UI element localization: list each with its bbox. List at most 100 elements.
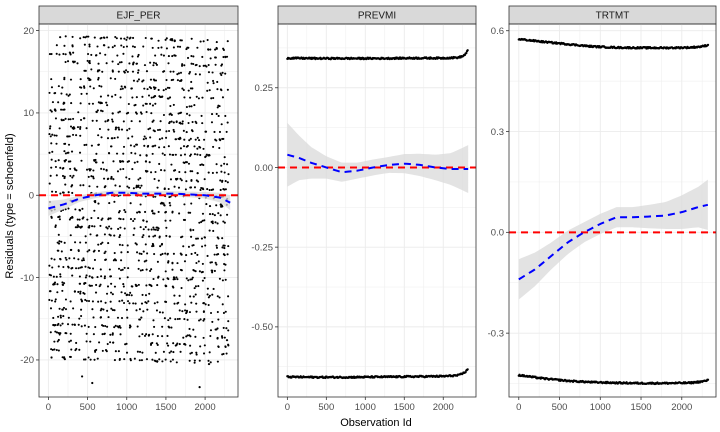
residual-point bbox=[166, 342, 169, 345]
residual-point bbox=[129, 144, 132, 147]
residual-point bbox=[97, 202, 100, 205]
residual-point bbox=[153, 79, 156, 82]
residual-point bbox=[71, 60, 75, 63]
residual-point bbox=[69, 234, 72, 237]
residual-point bbox=[193, 287, 196, 290]
residual-point bbox=[118, 236, 121, 239]
residual-point bbox=[50, 142, 53, 145]
residual-point bbox=[224, 345, 227, 349]
residual-point bbox=[123, 85, 126, 88]
residual-point bbox=[209, 311, 213, 315]
residual-point bbox=[61, 322, 64, 325]
residual-point bbox=[179, 154, 183, 157]
residual-point bbox=[99, 101, 102, 104]
residual-point bbox=[189, 228, 192, 231]
residual-point bbox=[75, 169, 78, 172]
residual-point bbox=[172, 351, 175, 354]
residual-point bbox=[101, 333, 104, 336]
residual-point bbox=[88, 185, 91, 188]
residual-point bbox=[190, 80, 193, 84]
residual-point bbox=[64, 152, 67, 155]
residual-point bbox=[152, 226, 155, 229]
residual-point bbox=[54, 224, 57, 227]
residual-point bbox=[119, 88, 122, 91]
residual-point bbox=[74, 208, 77, 211]
y-tick-label: -10 bbox=[20, 273, 34, 284]
residual-point bbox=[77, 249, 80, 252]
residual-point bbox=[79, 127, 82, 130]
residual-point bbox=[104, 258, 107, 261]
residual-point bbox=[57, 85, 60, 88]
residual-point bbox=[55, 348, 58, 352]
residual-point bbox=[104, 250, 107, 253]
y-tick-label: -20 bbox=[20, 355, 34, 366]
residual-point bbox=[153, 130, 156, 133]
residual-point bbox=[168, 153, 172, 156]
residual-point bbox=[92, 87, 95, 90]
residual-point bbox=[98, 127, 101, 131]
residual-point bbox=[171, 358, 175, 361]
residual-point bbox=[97, 300, 100, 303]
residual-point bbox=[211, 269, 214, 272]
residual-point bbox=[183, 218, 187, 222]
residual-point bbox=[85, 340, 88, 343]
residual-point bbox=[195, 351, 198, 354]
x-tick-label: 1500 bbox=[155, 402, 176, 413]
residual-point bbox=[61, 86, 64, 89]
residual-point bbox=[148, 333, 151, 336]
residual-point bbox=[168, 326, 171, 329]
residual-point bbox=[104, 301, 107, 304]
residual-point bbox=[63, 76, 66, 79]
residual-point bbox=[154, 195, 157, 198]
residual-point bbox=[87, 300, 91, 303]
residual-point bbox=[79, 126, 82, 129]
residual-point bbox=[119, 37, 123, 40]
residual-point bbox=[144, 294, 148, 297]
residual-point bbox=[152, 64, 155, 67]
residual-point bbox=[74, 241, 77, 244]
residual-point bbox=[208, 351, 211, 354]
residual-point bbox=[85, 92, 88, 95]
x-tick-label: 1000 bbox=[590, 402, 611, 413]
residual-point bbox=[172, 78, 175, 81]
residual-point bbox=[223, 221, 226, 224]
residual-point bbox=[197, 260, 200, 263]
residual-point bbox=[48, 127, 52, 130]
residual-point bbox=[131, 285, 134, 288]
residual-point bbox=[221, 71, 224, 74]
residual-point bbox=[166, 252, 169, 255]
residual-point bbox=[81, 207, 84, 210]
residual-point bbox=[181, 310, 184, 313]
residual-point bbox=[191, 170, 194, 173]
residual-point bbox=[193, 145, 196, 148]
residual-point bbox=[151, 333, 154, 336]
residual-point bbox=[150, 268, 153, 271]
residual-point bbox=[100, 324, 104, 327]
residual-point bbox=[190, 278, 193, 281]
residual-point bbox=[202, 352, 206, 355]
residual-point bbox=[135, 96, 138, 99]
residual-point bbox=[221, 303, 224, 306]
residual-point bbox=[181, 120, 184, 123]
residual-point bbox=[212, 287, 215, 291]
residual-point bbox=[49, 307, 53, 310]
residual-point bbox=[114, 93, 117, 96]
residual-point bbox=[138, 350, 142, 353]
residual-point bbox=[192, 244, 195, 247]
residual-point bbox=[171, 268, 174, 271]
residual-point bbox=[169, 178, 173, 181]
residual-point bbox=[118, 61, 121, 64]
residual-point bbox=[202, 147, 205, 150]
residual-point bbox=[114, 324, 117, 327]
residual-point bbox=[211, 113, 214, 116]
residual-point bbox=[117, 63, 120, 66]
residual-point bbox=[97, 78, 100, 81]
residual-point bbox=[222, 55, 225, 59]
residual-point bbox=[50, 299, 53, 302]
residual-point bbox=[706, 378, 710, 381]
residual-point bbox=[81, 259, 84, 262]
residual-point bbox=[192, 62, 195, 66]
residual-point bbox=[164, 88, 167, 91]
residual-point bbox=[68, 340, 71, 343]
residual-point bbox=[221, 180, 224, 183]
